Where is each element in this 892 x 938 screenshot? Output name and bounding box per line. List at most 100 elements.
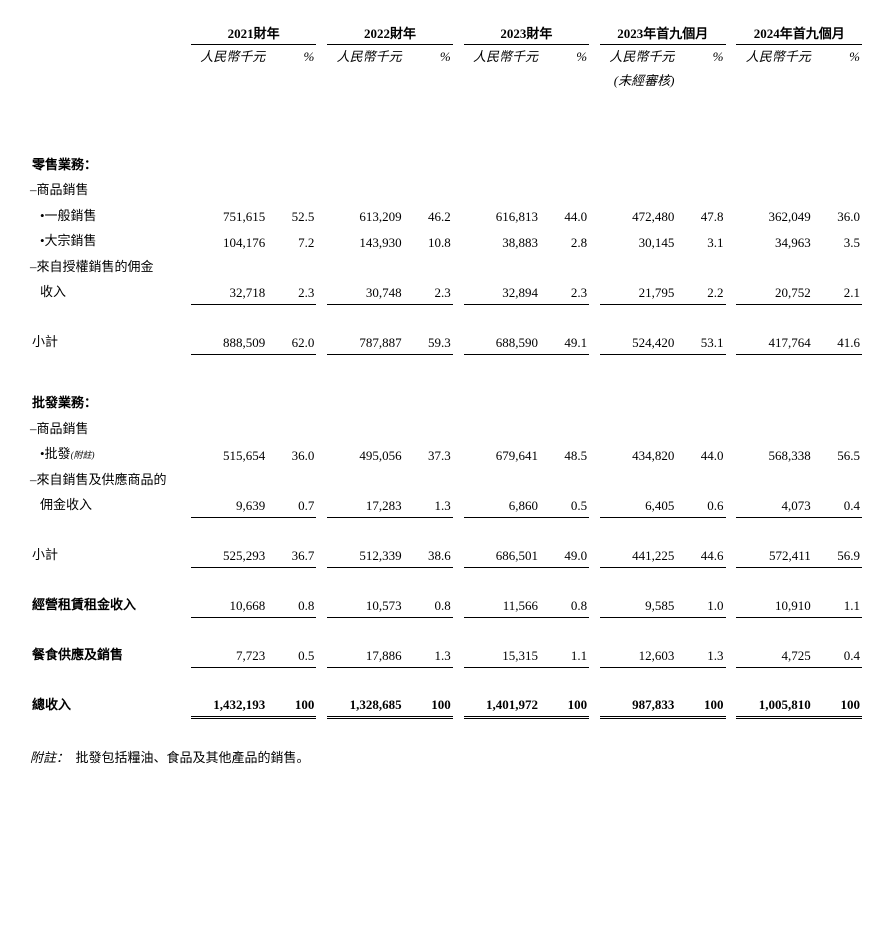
cell: 12,603	[600, 642, 676, 668]
supply-commission-row: 佣金收入 9,639 0.7 17,283 1.3 6,860 0.5 6,40…	[30, 492, 862, 518]
row-label: 小計	[30, 329, 191, 355]
cell: 688,590	[464, 329, 540, 355]
cell: 1.0	[676, 592, 725, 618]
cell: 36.7	[267, 542, 316, 568]
cell: 17,886	[327, 642, 403, 668]
footnote: 附註： 批發包括糧油、食品及其他產品的銷售。	[30, 747, 862, 766]
cell: 10.8	[404, 228, 453, 254]
row-label: –來自授權銷售的佣金	[30, 254, 191, 280]
cell: 686,501	[464, 542, 540, 568]
cell: 525,293	[191, 542, 267, 568]
cell: 1,005,810	[736, 692, 812, 718]
cell: 53.1	[676, 329, 725, 355]
cell: 4,073	[736, 492, 812, 518]
pct-label: %	[813, 45, 862, 69]
cell: 46.2	[404, 203, 453, 229]
cell: 56.5	[813, 441, 862, 467]
cell: 100	[813, 692, 862, 718]
pct-label: %	[676, 45, 725, 69]
wholesale-subtotal-row: 小計 525,293 36.7 512,339 38.6 686,501 49.…	[30, 542, 862, 568]
cell: 32,718	[191, 279, 267, 305]
row-label: –商品銷售	[30, 177, 191, 203]
section-label: 批發業務：	[30, 379, 191, 416]
cell: 362,049	[736, 203, 812, 229]
row-label: •一般銷售	[30, 203, 191, 229]
cell: 38,883	[464, 228, 540, 254]
cell: 0.8	[267, 592, 316, 618]
row-label: •大宗銷售	[30, 228, 191, 254]
cell: 0.4	[813, 492, 862, 518]
cell: 679,641	[464, 441, 540, 467]
cell: 568,338	[736, 441, 812, 467]
cell: 47.8	[676, 203, 725, 229]
cell: 30,748	[327, 279, 403, 305]
period-title: 2021財年	[191, 20, 316, 45]
cell: 44.0	[676, 441, 725, 467]
cell: 100	[404, 692, 453, 718]
cell: 2.3	[404, 279, 453, 305]
cell: 104,176	[191, 228, 267, 254]
cell: 37.3	[404, 441, 453, 467]
cell: 472,480	[600, 203, 676, 229]
period-title: 2024年首九個月	[736, 20, 862, 45]
cell: 1.3	[404, 492, 453, 518]
retail-subtotal-row: 小計 888,509 62.0 787,887 59.3 688,590 49.…	[30, 329, 862, 355]
cell: 495,056	[327, 441, 403, 467]
unit-label: 人民幣千元	[327, 45, 403, 69]
cell: 100	[676, 692, 725, 718]
wholesale-goods-row: –商品銷售	[30, 416, 862, 442]
row-label: •批發(附註)	[30, 441, 191, 467]
cell: 1.1	[540, 642, 589, 668]
cell: 21,795	[600, 279, 676, 305]
lease-income-row: 經營租賃租金收入 10,668 0.8 10,573 0.8 11,566 0.…	[30, 592, 862, 618]
cell: 1.3	[676, 642, 725, 668]
cell: 572,411	[736, 542, 812, 568]
wholesale-header-row: 批發業務：	[30, 379, 862, 416]
cell: 48.5	[540, 441, 589, 467]
cell: 1.3	[404, 642, 453, 668]
retail-header-row: 零售業務：	[30, 141, 862, 178]
cell: 2.3	[540, 279, 589, 305]
pct-label: %	[267, 45, 316, 69]
period-title: 2022財年	[327, 20, 452, 45]
cell: 10,573	[327, 592, 403, 618]
cell: 7.2	[267, 228, 316, 254]
cell: 2.3	[267, 279, 316, 305]
cell: 0.6	[676, 492, 725, 518]
row-label: 餐食供應及銷售	[30, 642, 191, 668]
row-label: 小計	[30, 542, 191, 568]
footnote-text: 批發包括糧油、食品及其他產品的銷售。	[76, 750, 310, 765]
row-label: –來自銷售及供應商品的	[30, 467, 191, 493]
cell: 17,283	[327, 492, 403, 518]
pct-label: %	[404, 45, 453, 69]
cell: 143,930	[327, 228, 403, 254]
cell: 6,860	[464, 492, 540, 518]
cell: 56.9	[813, 542, 862, 568]
unit-note: (未經審核)	[600, 69, 676, 93]
cell: 34,963	[736, 228, 812, 254]
unit-header-row: 人民幣千元 % 人民幣千元 % 人民幣千元 % 人民幣千元 % 人民幣千元 %	[30, 45, 862, 69]
cell: 2.8	[540, 228, 589, 254]
row-label: 經營租賃租金收入	[30, 592, 191, 618]
cell: 1,328,685	[327, 692, 403, 718]
cell: 0.7	[267, 492, 316, 518]
cell: 20,752	[736, 279, 812, 305]
cell: 44.0	[540, 203, 589, 229]
cell: 434,820	[600, 441, 676, 467]
cell: 512,339	[327, 542, 403, 568]
cell: 11,566	[464, 592, 540, 618]
supply-commission-label-row: –來自銷售及供應商品的	[30, 467, 862, 493]
cell: 0.8	[540, 592, 589, 618]
cell: 1.1	[813, 592, 862, 618]
cell: 15,315	[464, 642, 540, 668]
period-title: 2023年首九個月	[600, 20, 725, 45]
footnote-label: 附註：	[30, 750, 69, 765]
cell: 616,813	[464, 203, 540, 229]
cell: 36.0	[813, 203, 862, 229]
cell: 0.5	[267, 642, 316, 668]
wholesale-row: •批發(附註) 515,654 36.0 495,056 37.3 679,64…	[30, 441, 862, 467]
period-header-row: 2021財年 2022財年 2023財年 2023年首九個月 2024年首九個月	[30, 20, 862, 45]
cell: 30,145	[600, 228, 676, 254]
cell: 441,225	[600, 542, 676, 568]
auth-commission-label-row: –來自授權銷售的佣金	[30, 254, 862, 280]
